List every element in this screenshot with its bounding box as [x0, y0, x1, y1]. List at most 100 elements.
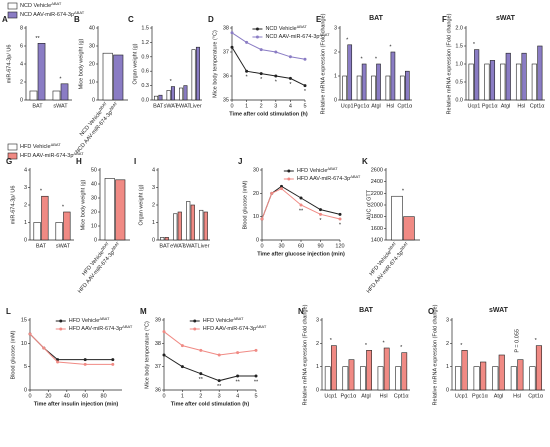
x-tick-label: Pgc1α — [341, 393, 358, 399]
bar — [505, 52, 511, 101]
y-tick-label: 0 — [94, 237, 97, 243]
label: HFD VehicleΔBAT — [297, 166, 338, 175]
panel-letter: K — [362, 157, 368, 166]
y-tick-label: 0 — [316, 387, 319, 393]
panel-title: BAT — [359, 307, 374, 314]
y-tick-label: 0 — [152, 237, 155, 243]
y-tick-label: 20 — [91, 209, 97, 215]
x-tick-label: 60 — [82, 393, 88, 399]
bar — [52, 90, 61, 101]
label-name: HFD AAV-miR-674-3p — [20, 153, 73, 159]
y-tick-label: 2600 — [371, 167, 383, 173]
significance: * — [535, 338, 538, 344]
bar — [154, 95, 159, 101]
axis-line — [385, 168, 420, 241]
x-tick-label: Cpt1α — [394, 393, 410, 399]
x-tick-label: Atgl — [361, 393, 370, 399]
bar — [170, 86, 175, 101]
bar — [390, 51, 396, 101]
legend-swatch — [59, 327, 63, 331]
x-tick-label: Cpt1α — [528, 393, 544, 399]
significance: * — [304, 89, 307, 95]
y-axis-label: Relative mRNA expression (Fold change) — [446, 13, 452, 114]
y-axis-label: Mice body temperature (°C) — [144, 321, 150, 389]
y-tick-label: 0 — [446, 387, 449, 393]
point — [180, 365, 184, 369]
point — [259, 72, 263, 76]
bar — [199, 209, 204, 241]
y-tick-label: 1400 — [371, 237, 383, 243]
y-tick-label: 10 — [89, 79, 95, 85]
y-tick-label: 0.3 — [141, 83, 149, 89]
panel-letter: F — [442, 15, 447, 24]
y-tick-label: 0 — [334, 97, 337, 103]
y-tick-label: 1.5 — [455, 43, 463, 49]
x-tick-label: sWAT — [53, 103, 68, 109]
label: HFD VehicleΔBAT — [203, 316, 244, 325]
bar — [348, 359, 355, 391]
panel-title: sWAT — [496, 15, 516, 22]
legend-swatch — [59, 319, 63, 323]
bar — [484, 63, 490, 101]
label-sup: ΔBAT — [99, 240, 110, 251]
x-tick-label: 30 — [278, 243, 284, 249]
point — [245, 69, 249, 73]
y-axis-label: Blood glucose (mM) — [242, 180, 248, 229]
y-tick-label: 20 — [253, 191, 259, 197]
label-name: HFD Vehicle — [203, 318, 234, 324]
y-axis-label: Organ weight (g) — [138, 184, 144, 225]
bar — [468, 63, 474, 101]
line — [163, 331, 257, 356]
y-tick-label: 35 — [223, 97, 229, 103]
x-tick-label: Ucp1 — [467, 103, 480, 109]
label-sup: ΔBAT — [398, 240, 409, 251]
bar — [342, 366, 349, 391]
point — [111, 358, 115, 362]
bar — [489, 60, 496, 101]
x-tick-label: Atgl — [371, 103, 380, 109]
y-tick-label: 2.0 — [455, 25, 463, 31]
y-tick-label: 1 — [334, 73, 337, 79]
point — [319, 212, 322, 216]
x-tick-label: Liver — [190, 103, 202, 109]
bar — [498, 354, 505, 391]
bar — [160, 237, 165, 241]
significance: * — [289, 82, 292, 88]
significance: * — [402, 189, 405, 195]
point — [199, 348, 203, 352]
x-tick-label: 90 — [317, 243, 323, 249]
y-tick-label: 1 — [446, 364, 449, 370]
legend-swatch — [255, 27, 259, 31]
bar — [104, 178, 115, 241]
y-tick-label: 2400 — [371, 179, 383, 185]
label-sup: ΔBAT — [51, 142, 62, 147]
panel-letter: E — [316, 15, 322, 24]
bar — [191, 49, 196, 101]
point — [83, 358, 87, 362]
y-tick-label: 0.9 — [141, 54, 149, 60]
point — [288, 76, 292, 80]
x-tick-label: Ucp1 — [324, 393, 337, 399]
y-tick-label: 0 — [24, 387, 27, 393]
bar — [37, 42, 46, 101]
bar — [166, 90, 171, 101]
bar — [324, 366, 331, 391]
significance: * — [62, 204, 65, 210]
bar — [41, 195, 49, 241]
bar — [403, 216, 415, 241]
x-tick-label: Cpt1α — [530, 103, 546, 109]
x-tick-label: Atgl — [494, 393, 503, 399]
label-sup: ΔBAT — [108, 100, 119, 111]
x-tick-label: 80 — [101, 393, 107, 399]
x-tick-label: 3 — [218, 393, 221, 399]
point — [288, 55, 292, 59]
significance: ** — [217, 384, 222, 390]
bar — [473, 366, 480, 391]
y-tick-label: 30 — [253, 167, 259, 173]
significance: ** — [254, 379, 259, 385]
label-sup: ΔBAT — [51, 1, 62, 6]
significance: * — [460, 343, 463, 349]
significance: ** — [199, 377, 204, 383]
label-sup: ΔBAT — [319, 32, 330, 37]
